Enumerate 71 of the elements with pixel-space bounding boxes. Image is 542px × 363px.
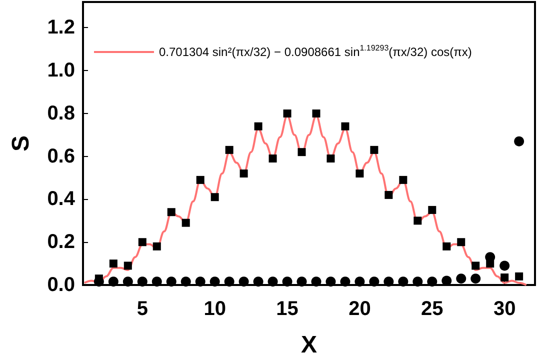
point xyxy=(414,216,422,225)
point xyxy=(182,218,190,227)
point xyxy=(166,276,176,287)
point xyxy=(457,238,466,246)
point xyxy=(283,109,292,118)
point xyxy=(370,146,378,154)
y-tick-label: 0.4 xyxy=(47,188,76,210)
point xyxy=(94,276,104,287)
point xyxy=(384,190,393,199)
point xyxy=(282,276,292,287)
point xyxy=(109,260,118,268)
point xyxy=(298,148,306,156)
y-tick-label: 0.2 xyxy=(47,231,75,254)
point xyxy=(268,276,278,287)
point xyxy=(514,136,524,146)
point xyxy=(428,206,436,214)
point xyxy=(195,276,206,287)
point xyxy=(311,276,322,287)
point xyxy=(210,276,220,287)
point xyxy=(152,276,162,287)
y-tick-label: 1.0 xyxy=(47,60,75,82)
point xyxy=(442,242,451,250)
point xyxy=(500,273,509,282)
point xyxy=(196,176,204,184)
point xyxy=(369,276,380,287)
y-tick-label: 0.0 xyxy=(47,274,75,296)
point xyxy=(122,276,133,287)
point xyxy=(399,176,408,184)
point xyxy=(500,260,510,271)
x-tick-label: 10 xyxy=(204,298,226,320)
point xyxy=(268,154,277,163)
point xyxy=(326,276,336,287)
point xyxy=(240,170,248,178)
point xyxy=(254,122,262,130)
x-tick-label: 5 xyxy=(136,298,148,320)
point xyxy=(124,262,132,270)
point xyxy=(356,170,364,178)
point xyxy=(412,276,423,287)
y-axis-title: S xyxy=(8,135,34,152)
point xyxy=(341,122,350,130)
point xyxy=(138,238,146,246)
point xyxy=(296,276,307,287)
point xyxy=(312,109,320,118)
x-tick-label: 25 xyxy=(421,298,444,320)
y-tick-label: 0.8 xyxy=(47,102,75,124)
point xyxy=(253,276,264,287)
y-tick-label: 0.6 xyxy=(47,145,75,168)
point xyxy=(238,276,249,287)
point xyxy=(427,276,438,287)
x-tick-label: 30 xyxy=(493,298,516,320)
point xyxy=(152,242,161,250)
point xyxy=(180,276,191,287)
point xyxy=(340,276,350,287)
point xyxy=(137,276,148,287)
point xyxy=(456,274,466,284)
point xyxy=(167,208,176,216)
point xyxy=(470,274,481,284)
point xyxy=(398,276,408,287)
x-tick-label: 15 xyxy=(276,298,298,320)
point xyxy=(225,146,234,154)
point xyxy=(515,272,524,280)
point xyxy=(224,276,234,287)
point xyxy=(384,276,394,287)
point xyxy=(354,276,365,287)
point xyxy=(326,154,335,163)
x-tick-label: 20 xyxy=(348,298,371,320)
point xyxy=(210,193,219,202)
x-axis-title: X xyxy=(300,332,318,358)
point xyxy=(108,276,118,287)
point xyxy=(472,262,480,270)
y-tick-label: 1.2 xyxy=(47,16,75,39)
